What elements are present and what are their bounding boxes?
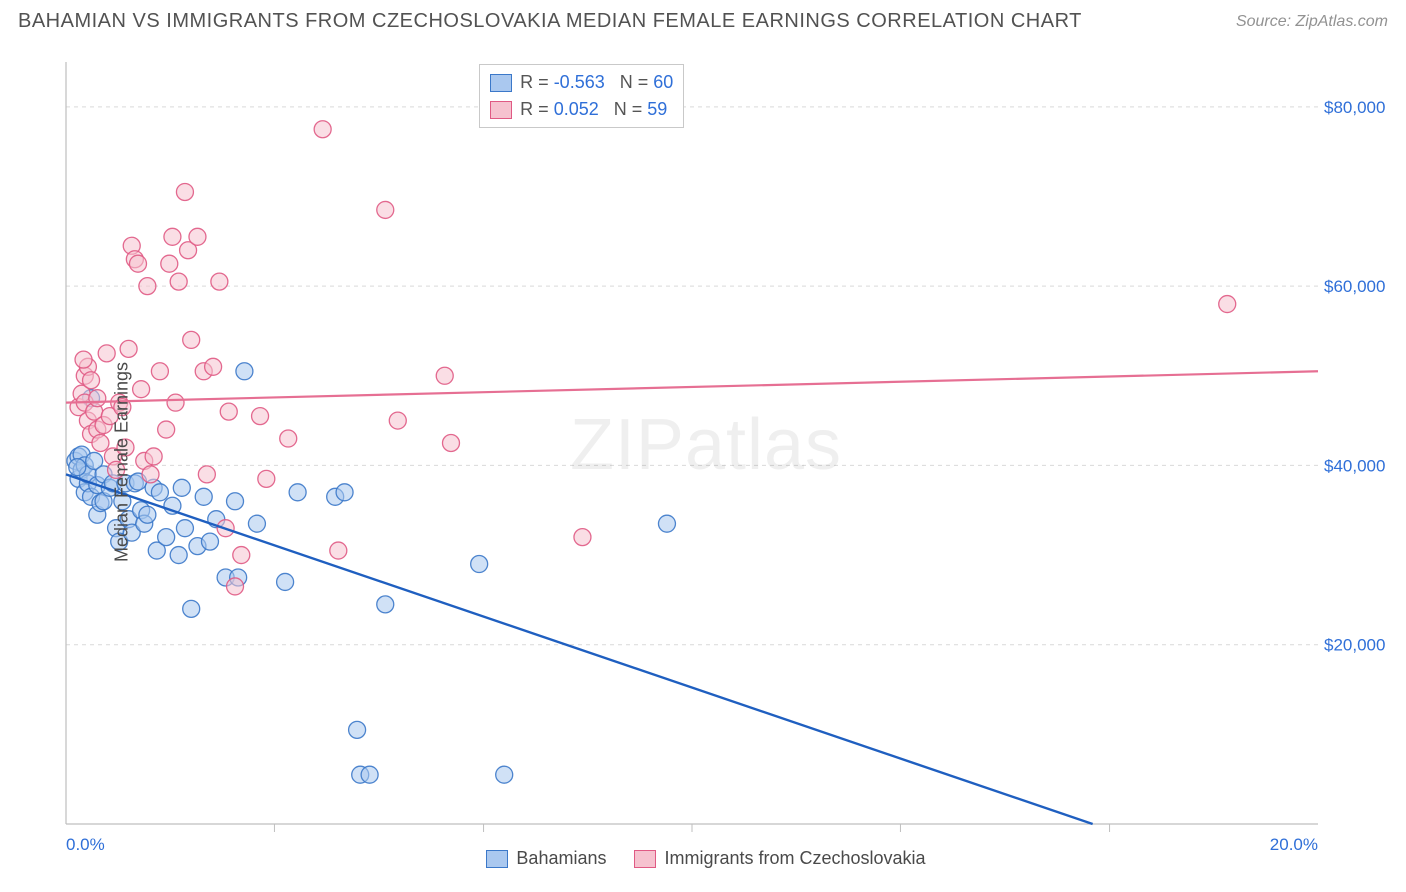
data-point — [361, 766, 378, 783]
data-point — [236, 363, 253, 380]
legend-label: Immigrants from Czechoslovakia — [664, 848, 925, 869]
stats-text: R = 0.052 N = 59 — [520, 96, 667, 123]
data-point — [574, 529, 591, 546]
data-point — [176, 183, 193, 200]
data-point — [389, 412, 406, 429]
data-point — [151, 484, 168, 501]
data-point — [289, 484, 306, 501]
data-point — [167, 394, 184, 411]
data-point — [183, 331, 200, 348]
legend-swatch — [490, 74, 512, 92]
data-point — [195, 488, 212, 505]
data-point — [442, 435, 459, 452]
legend-swatch — [634, 850, 656, 868]
data-point — [69, 459, 86, 476]
legend-item: Immigrants from Czechoslovakia — [634, 848, 925, 869]
data-point — [248, 515, 265, 532]
data-point — [258, 470, 275, 487]
data-point — [139, 278, 156, 295]
data-point — [133, 381, 150, 398]
data-point — [436, 367, 453, 384]
stats-row: R = -0.563 N = 60 — [490, 69, 673, 96]
data-point — [170, 547, 187, 564]
data-point — [173, 479, 190, 496]
legend-swatch — [486, 850, 508, 868]
data-point — [496, 766, 513, 783]
data-point — [89, 390, 106, 407]
data-point — [377, 201, 394, 218]
data-point — [170, 273, 187, 290]
data-point — [205, 358, 222, 375]
data-point — [145, 448, 162, 465]
correlation-stats-box: R = -0.563 N = 60R = 0.052 N = 59 — [479, 64, 684, 128]
data-point — [336, 484, 353, 501]
legend-swatch — [490, 101, 512, 119]
y-axis-label: Median Female Earnings — [112, 362, 133, 562]
data-point — [83, 372, 100, 389]
data-point — [120, 340, 137, 357]
data-point — [158, 421, 175, 438]
source-attribution: Source: ZipAtlas.com — [1236, 13, 1388, 31]
scatter-plot: $20,000$40,000$60,000$80,0000.0%20.0% — [18, 44, 1394, 880]
data-point — [211, 273, 228, 290]
legend-item: Bahamians — [486, 848, 606, 869]
data-point — [164, 228, 181, 245]
data-point — [658, 515, 675, 532]
data-point — [158, 529, 175, 546]
svg-text:$80,000: $80,000 — [1324, 98, 1385, 117]
svg-text:$60,000: $60,000 — [1324, 277, 1385, 296]
stats-text: R = -0.563 N = 60 — [520, 69, 673, 96]
data-point — [151, 363, 168, 380]
data-point — [277, 573, 294, 590]
data-point — [189, 228, 206, 245]
svg-text:$20,000: $20,000 — [1324, 636, 1385, 655]
data-point — [176, 520, 193, 537]
data-point — [1219, 296, 1236, 313]
data-point — [75, 351, 92, 368]
data-point — [377, 596, 394, 613]
data-point — [139, 506, 156, 523]
data-point — [183, 600, 200, 617]
data-point — [252, 408, 269, 425]
data-point — [233, 547, 250, 564]
data-point — [227, 578, 244, 595]
data-point — [227, 493, 244, 510]
data-point — [280, 430, 297, 447]
chart-area: Median Female Earnings ZIPatlas $20,000$… — [18, 44, 1394, 880]
legend-label: Bahamians — [516, 848, 606, 869]
svg-text:$40,000: $40,000 — [1324, 456, 1385, 475]
data-point — [98, 345, 115, 362]
data-point — [201, 533, 218, 550]
data-point — [142, 466, 159, 483]
data-point — [220, 403, 237, 420]
data-point — [471, 556, 488, 573]
trend-line — [66, 371, 1318, 402]
stats-row: R = 0.052 N = 59 — [490, 96, 673, 123]
data-point — [161, 255, 178, 272]
data-point — [314, 121, 331, 138]
data-point — [198, 466, 215, 483]
series-legend: Bahamians Immigrants from Czechoslovakia — [18, 848, 1394, 869]
chart-title: BAHAMIAN VS IMMIGRANTS FROM CZECHOSLOVAK… — [18, 10, 1082, 33]
data-point — [129, 255, 146, 272]
data-point — [330, 542, 347, 559]
data-point — [92, 435, 109, 452]
trend-line — [66, 474, 1093, 824]
data-point — [349, 721, 366, 738]
